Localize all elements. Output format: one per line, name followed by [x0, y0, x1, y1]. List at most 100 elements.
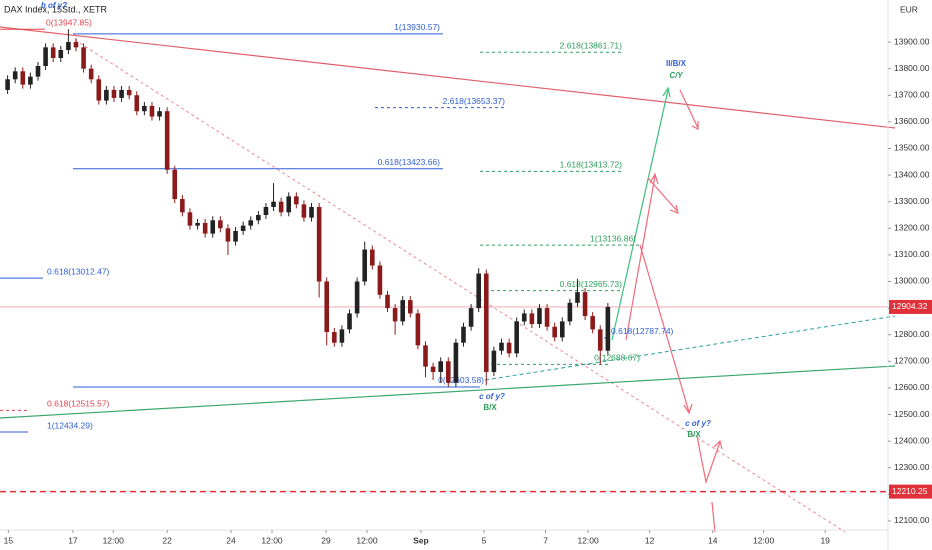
candle-body — [210, 220, 216, 234]
wave-label: c of y? — [479, 392, 505, 401]
candle-body — [278, 201, 284, 213]
x-tick-label: 12:00 — [356, 535, 378, 545]
candle-body — [476, 273, 481, 309]
candle-body — [263, 206, 269, 215]
projection-arrow — [711, 501, 716, 533]
alert-price-label-box — [889, 484, 932, 499]
x-tick-label: 17 — [68, 535, 78, 545]
candle-body — [301, 204, 307, 218]
level-label: 0.618(12515.57) — [47, 399, 110, 409]
projection-arrow — [647, 177, 679, 214]
candle-body — [195, 222, 200, 226]
candle-body — [104, 89, 109, 101]
candle-body — [392, 308, 398, 322]
candle-body — [590, 316, 595, 330]
projection-arrow — [696, 435, 723, 485]
candle-body — [544, 308, 550, 327]
y-tick-label: 13700.00 — [894, 90, 930, 100]
candle-body — [309, 206, 314, 218]
candle-body — [537, 308, 542, 325]
level-label: 0.618(13423.66) — [378, 157, 441, 167]
candle-body — [43, 47, 48, 66]
level-label: 1(12434.29) — [47, 420, 93, 430]
y-tick-label: 13900.00 — [894, 36, 930, 46]
candle-body — [218, 220, 223, 229]
level-label: 1(13136.86) — [590, 233, 636, 243]
candle-body — [377, 265, 383, 295]
candle-body — [385, 294, 390, 309]
y-tick-label: 13000.00 — [894, 276, 930, 286]
wave-label: II/B/X — [666, 59, 687, 68]
y-tick-label: 12500.00 — [894, 409, 930, 419]
resistance-line — [0, 26, 896, 129]
currency-label: EUR — [900, 4, 918, 14]
candle-body — [575, 292, 580, 303]
candle-body — [400, 300, 406, 322]
candle-body — [423, 345, 428, 367]
projection-arrow — [639, 244, 693, 415]
current-price-label-box — [889, 299, 932, 314]
candle-body — [370, 249, 375, 266]
candle-body — [597, 329, 603, 351]
candle-body — [430, 366, 436, 372]
y-tick-label: 12400.00 — [894, 435, 930, 445]
x-tick-label: 12:00 — [753, 535, 775, 545]
candle-body — [5, 79, 10, 90]
candle-body — [58, 50, 64, 59]
current-price-label: 12904.32 — [892, 301, 928, 311]
candle-body — [66, 42, 71, 51]
candle-body — [81, 47, 86, 69]
level-label: 0.618(13012.47) — [47, 266, 110, 276]
candle-body — [149, 105, 155, 117]
y-tick-label: 13800.00 — [894, 63, 930, 73]
candle-body — [362, 249, 368, 282]
candle-body — [157, 111, 162, 117]
candle-body — [582, 292, 588, 317]
candle-body — [438, 361, 444, 372]
candle-body — [559, 321, 565, 338]
candle-body — [286, 196, 292, 213]
candle-body — [408, 300, 413, 314]
candle-body — [468, 308, 474, 327]
candle-body — [499, 342, 504, 351]
candle-body — [453, 342, 459, 383]
candle-body — [294, 196, 299, 205]
projection-arrow — [625, 172, 659, 341]
y-tick-label: 13400.00 — [894, 169, 930, 179]
wave-label: B/X — [483, 403, 497, 412]
level-label: 1(13930.57) — [394, 22, 440, 32]
candle-body — [491, 350, 497, 372]
candle-body — [180, 199, 185, 213]
candle-body — [233, 230, 238, 242]
dotted-trend-line — [74, 39, 846, 533]
y-tick-label: 13200.00 — [894, 223, 930, 233]
level-label: 0.618(12965.73) — [560, 279, 623, 289]
x-tick-label: 12:00 — [577, 535, 599, 545]
projection-arrow — [611, 89, 669, 341]
level-label: 1.618(13413.72) — [560, 160, 623, 170]
candle-body — [347, 313, 352, 330]
level-label: 0(12603.58) — [438, 375, 484, 385]
candle-body — [316, 206, 322, 282]
candle-body — [248, 220, 254, 226]
y-tick-label: 12800.00 — [894, 329, 930, 339]
candle-body — [50, 47, 56, 59]
y-tick-label: 13600.00 — [894, 116, 930, 126]
y-tick-label: 13300.00 — [894, 196, 930, 206]
y-tick-label: 13100.00 — [894, 249, 930, 259]
level-label: 2.618(13653.37) — [443, 96, 506, 106]
level-label: 2.618(13861.71) — [560, 40, 623, 50]
candle-body — [605, 306, 611, 351]
x-tick-label: 24 — [226, 535, 236, 545]
alert-price-label: 12210.25 — [892, 486, 928, 496]
x-tick-label: 15 — [4, 535, 14, 545]
x-tick-label: 14 — [708, 535, 718, 545]
wave-label: c of y? — [685, 419, 711, 428]
candle-body — [142, 105, 147, 112]
candle-body — [164, 111, 170, 170]
projection-arrow — [679, 89, 699, 130]
x-tick-label: 7 — [543, 535, 548, 545]
